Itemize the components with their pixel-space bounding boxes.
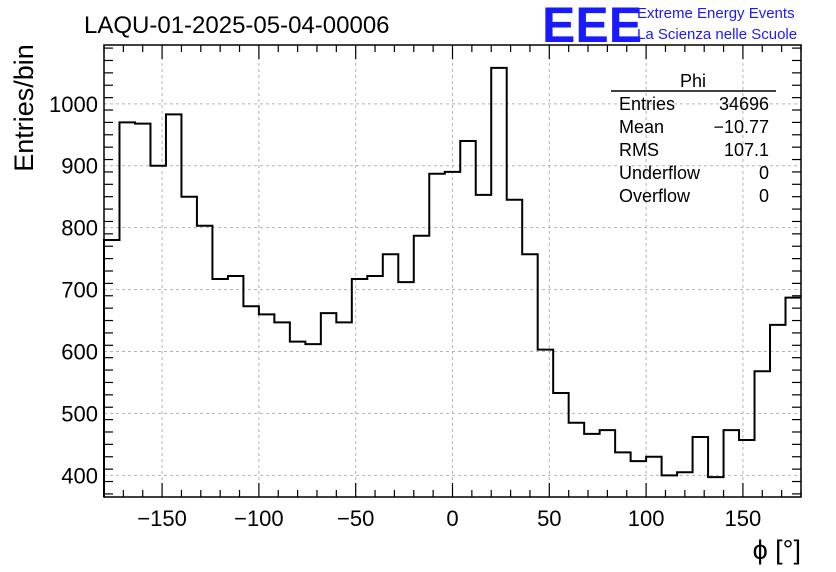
x-tick-label-5: 100 (628, 506, 665, 531)
x-tick-label-6: 150 (725, 506, 762, 531)
stats-name: Phi (680, 71, 706, 91)
logo-caption-line2: La Scienza nelle Scuole (637, 26, 797, 43)
stats-label-overflow: Overflow (619, 186, 691, 206)
x-tick-label-4: 50 (537, 506, 561, 531)
stats-label-entries: Entries (619, 94, 675, 114)
x-axis-title: ϕ [°] (753, 535, 801, 565)
x-tick-label-1: −100 (234, 506, 284, 531)
y-tick-label-6: 1000 (49, 92, 98, 117)
stats-box: Phi Entries 34696 Mean −10.77 RMS 107.1 … (611, 71, 776, 206)
stats-value-mean: −10.77 (713, 117, 769, 137)
stats-value-underflow: 0 (759, 163, 769, 183)
chart-title: LAQU-01-2025-05-04-00006 (84, 12, 390, 39)
stats-label-rms: RMS (619, 140, 659, 160)
y-tick-label-0: 400 (61, 463, 98, 488)
stats-value-entries: 34696 (719, 94, 769, 114)
eee-logo: EEE Extreme Energy Events La Scienza nel… (542, 0, 797, 53)
stats-value-overflow: 0 (759, 186, 769, 206)
x-tick-label-0: −150 (137, 506, 187, 531)
grid-lines (104, 45, 801, 497)
y-tick-label-4: 800 (61, 216, 98, 241)
y-tick-label-2: 600 (61, 339, 98, 364)
histogram-series (103, 66, 801, 497)
stats-label-underflow: Underflow (619, 163, 701, 183)
logo-caption-line1: Extreme Energy Events (637, 5, 795, 22)
y-tick-label-1: 500 (61, 401, 98, 426)
y-tick-label-5: 900 (61, 154, 98, 179)
stats-value-rms: 107.1 (724, 140, 769, 160)
y-tick-label-3: 700 (61, 278, 98, 303)
x-tick-label-2: −50 (337, 506, 374, 531)
eee-logo-mark: EEE (542, 0, 642, 53)
histogram-line (103, 66, 801, 497)
x-tick-label-3: 0 (446, 506, 458, 531)
stats-label-mean: Mean (619, 117, 664, 137)
y-axis-title: Entries/bin (9, 44, 39, 172)
axes: −150 −100 −50 0 50 100 150 400 500 600 700 800 900 10… (49, 44, 802, 531)
